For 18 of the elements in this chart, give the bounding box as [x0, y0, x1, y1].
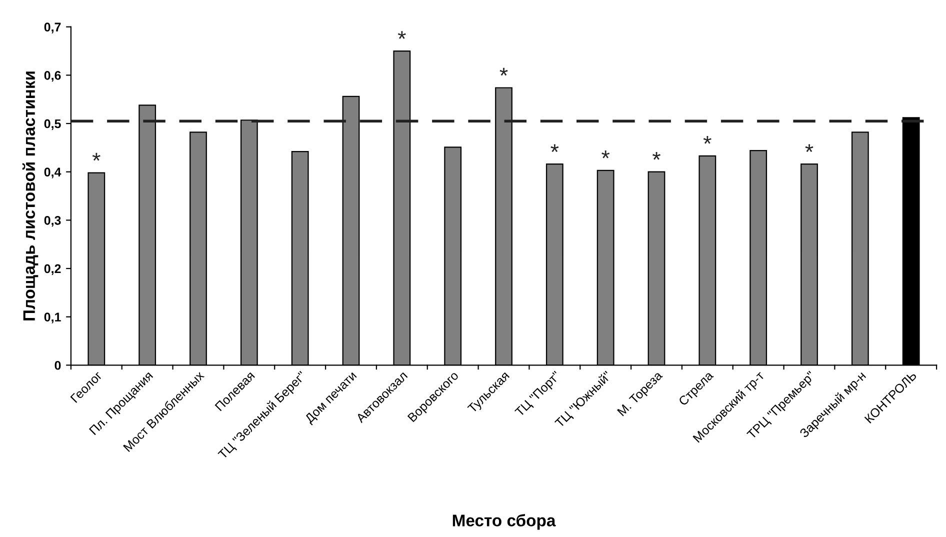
y-tick-label: 0,6 [44, 70, 61, 82]
annotation: * [550, 144, 559, 152]
annotation: * [805, 144, 814, 152]
y-tick-label: 0 [54, 360, 61, 370]
y-tick-label: 0,7 [44, 22, 61, 34]
annotation: * [652, 152, 660, 160]
annotation: * [92, 152, 100, 161]
y-axis-title: Площадь листовой пластинки [22, 72, 38, 320]
y-tick-label: 0,2 [44, 264, 61, 275]
annotation: * [602, 150, 610, 158]
annotation: * [703, 136, 712, 144]
y-tick-label: 0,1 [44, 312, 61, 324]
y-tick-label: 0,4 [44, 168, 62, 178]
x-axis-title: Место сбора [452, 514, 556, 530]
y-tick-label: 0,3 [44, 216, 61, 227]
y-tick-label: 0,5 [44, 119, 61, 130]
annotation: * [398, 31, 406, 39]
annotation: * [500, 68, 508, 76]
